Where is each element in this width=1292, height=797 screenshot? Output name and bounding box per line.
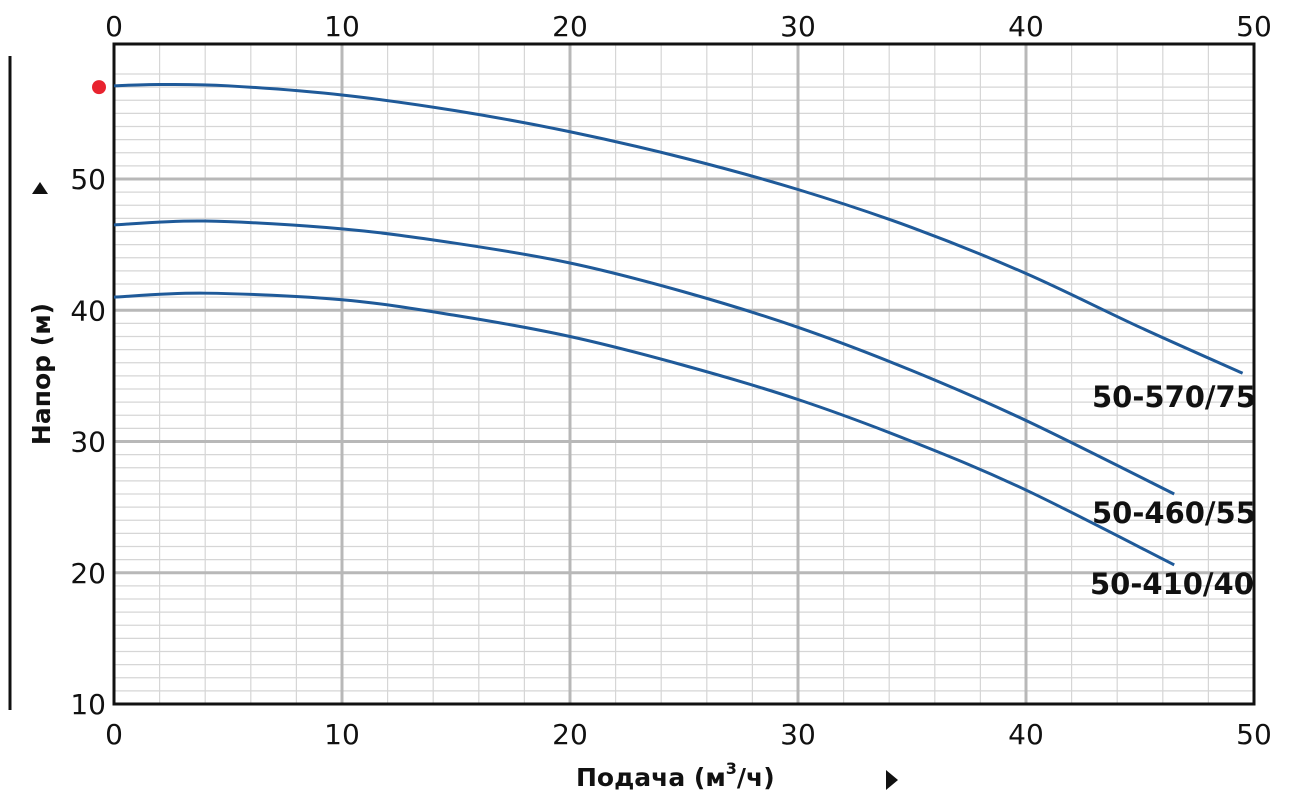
- curve-50-410/40: [113, 291, 1175, 567]
- red-marker-point: [92, 80, 106, 95]
- x-axis-title: Подача (м3/ч): [576, 759, 775, 792]
- top-x-tick-labels: 0 10 20 30 40 50: [105, 10, 1272, 43]
- y-axis-arrow-icon: [32, 182, 48, 194]
- bottom-x-tick-label: 40: [1008, 718, 1044, 751]
- y-tick-label: 40: [70, 294, 106, 327]
- top-x-tick-label: 0: [105, 10, 123, 43]
- y-tick-label: 10: [70, 688, 106, 721]
- top-x-tick-label: 10: [324, 10, 360, 43]
- plot-frame: [112, 42, 1256, 706]
- bottom-x-tick-labels: 0 10 20 30 40 50: [105, 718, 1272, 751]
- bottom-x-tick-label: 20: [552, 718, 588, 751]
- top-x-tick-label: 50: [1236, 10, 1272, 43]
- curve-label-50-570/75: 50-570/75: [1092, 380, 1256, 414]
- x-axis-title-main: Подача (м: [576, 763, 726, 792]
- curve-50-460/55: [113, 219, 1175, 496]
- x-axis-arrow-icon: [886, 770, 898, 790]
- curve-50-570/75: [113, 82, 1244, 375]
- top-x-tick-label: 30: [780, 10, 816, 43]
- top-x-tick-label: 20: [552, 10, 588, 43]
- bottom-x-tick-label: 50: [1236, 718, 1272, 751]
- bottom-x-tick-label: 10: [324, 718, 360, 751]
- curves: [113, 82, 1244, 567]
- curve-label-50-460/55: 50-460/55: [1092, 496, 1256, 530]
- y-axis-title: Напор (м): [27, 303, 56, 445]
- y-tick-label: 50: [70, 163, 106, 196]
- bottom-x-tick-label: 30: [780, 718, 816, 751]
- y-tick-label: 30: [70, 426, 106, 459]
- curve-labels: 50-570/75 50-460/55 50-410/40: [1090, 380, 1256, 601]
- y-tick-labels: 10 20 30 40 50: [70, 163, 106, 721]
- x-axis-title-superscript: 3: [726, 759, 737, 778]
- y-tick-label: 20: [70, 557, 106, 590]
- curve-label-50-410/40: 50-410/40: [1090, 567, 1254, 601]
- minor-gridlines: [114, 44, 1254, 704]
- bottom-x-tick-label: 0: [105, 718, 123, 751]
- x-axis-title-end: /ч): [737, 763, 775, 792]
- major-gridlines: [114, 44, 1254, 704]
- top-x-tick-label: 40: [1008, 10, 1044, 43]
